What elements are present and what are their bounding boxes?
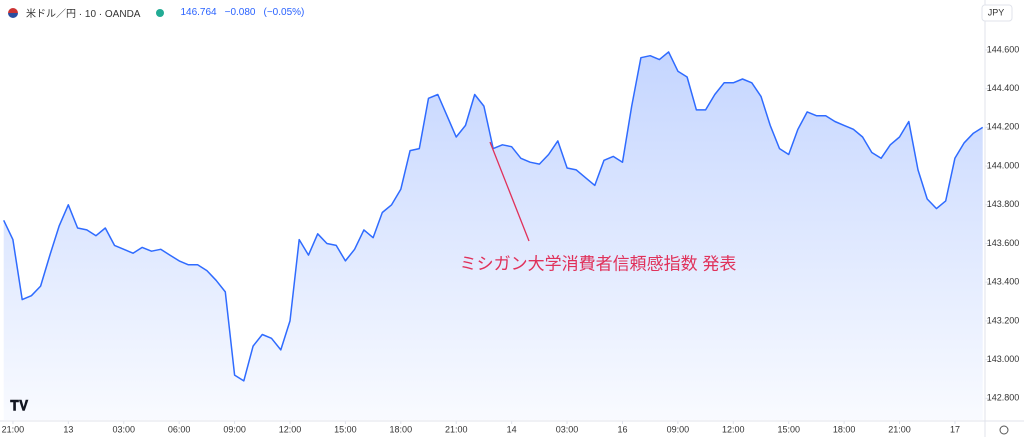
settings-icon[interactable] <box>999 425 1009 435</box>
area-fill <box>3 51 983 421</box>
plot <box>3 51 984 421</box>
annotation-line <box>489 141 530 242</box>
y-tick-label: 143.600 <box>987 238 1020 248</box>
y-tick-label: 144.600 <box>987 44 1020 54</box>
annotation: ミシガン大学消費者信頼感指数 発表 <box>460 254 737 273</box>
x-tick-label: 06:00 <box>168 424 191 434</box>
x-tick-label: 18:00 <box>390 424 413 434</box>
x-tick-label: 09:00 <box>667 424 690 434</box>
price: 146.764 <box>180 7 217 18</box>
change-pct: (−0.05%) <box>263 7 305 18</box>
x-tick-label: 21:00 <box>445 424 468 434</box>
x-tick-label: 15:00 <box>334 424 357 434</box>
x-tick-label: 12:00 <box>722 424 745 434</box>
x-tick-label: 18:00 <box>833 424 856 434</box>
y-tick-label: 143.000 <box>987 354 1020 364</box>
x-tick-label: 13 <box>63 424 73 434</box>
flag-icon <box>8 7 18 18</box>
x-tick-label: 15:00 <box>777 424 800 434</box>
header: 米ドル／円 · 10 · OANDA 146.764 −0.080 (−0.05… <box>8 5 304 20</box>
x-tick-label: 03:00 <box>556 424 579 434</box>
y-tick-label: 144.000 <box>987 160 1020 170</box>
currency-box[interactable] <box>981 4 1013 22</box>
x-tick-label: 21:00 <box>888 424 911 434</box>
y-tick-label: 144.400 <box>987 83 1020 93</box>
x-tick-label: 16 <box>617 424 627 434</box>
x-tick-label: 03:00 <box>112 424 135 434</box>
y-tick-label: 143.400 <box>987 277 1020 287</box>
change: −0.080 <box>224 7 256 18</box>
x-tick-label: 17 <box>950 424 960 434</box>
x-tick-label: 12:00 <box>279 424 302 434</box>
y-tick-label: 143.200 <box>987 315 1020 325</box>
x-tick-label: 14 <box>507 424 517 434</box>
logo: 𝐓𝐕 <box>10 398 29 414</box>
currency: JPY <box>988 7 1005 17</box>
y-tick-label: 144.200 <box>987 122 1020 132</box>
x-tick-label: 09:00 <box>223 424 246 434</box>
status-dot <box>156 8 165 17</box>
y-tick-label: 142.800 <box>987 393 1020 403</box>
symbol: 米ドル／円 · 10 · OANDA <box>26 9 141 20</box>
x-tick-label: 21:00 <box>2 424 25 434</box>
y-tick-label: 143.800 <box>987 199 1020 209</box>
